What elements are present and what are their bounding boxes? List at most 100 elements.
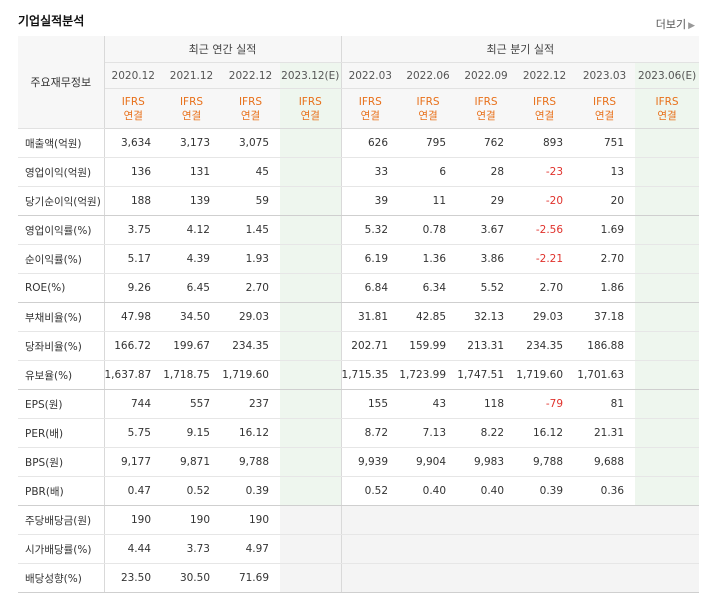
value-cell: [635, 505, 700, 535]
value-cell: 131: [162, 157, 221, 187]
value-cell: 139: [162, 186, 221, 216]
value-cell: [399, 505, 458, 535]
standard-label: IFRS 연결: [162, 88, 221, 129]
value-cell: [515, 563, 575, 593]
standard-bottom: 연결: [360, 109, 380, 122]
value-cell: 0.40: [399, 476, 458, 506]
value-cell: 190: [221, 505, 280, 535]
row-label: ROE(%): [18, 273, 105, 303]
value-cell: [574, 534, 636, 564]
value-cell: 0.52: [341, 476, 400, 506]
value-cell: 5.32: [341, 215, 400, 245]
value-cell: 47.98: [104, 302, 162, 332]
value-cell: 3.86: [457, 244, 516, 274]
value-cell: 5.17: [104, 244, 162, 274]
value-cell: [635, 418, 700, 448]
standard-bottom: 연결: [476, 109, 496, 122]
value-cell: 0.78: [399, 215, 458, 245]
value-cell: 31.81: [341, 302, 400, 332]
value-cell: [457, 534, 516, 564]
value-cell: 5.75: [104, 418, 162, 448]
value-cell: 1.86: [574, 273, 636, 303]
row-label: 영업이익률(%): [18, 215, 105, 245]
value-cell: 155: [341, 389, 400, 419]
value-cell: 21.31: [574, 418, 636, 448]
value-cell: [635, 476, 700, 506]
value-cell: 190: [162, 505, 221, 535]
value-cell: 32.13: [457, 302, 516, 332]
value-cell: [635, 186, 700, 216]
standard-label: IFRS 연결: [104, 88, 162, 129]
standard-top: IFRS: [238, 95, 263, 108]
row-label: 당좌비율(%): [18, 331, 105, 361]
value-cell: 29: [457, 186, 516, 216]
value-cell: -79: [515, 389, 575, 419]
standard-bottom: 연결: [657, 109, 677, 122]
table-row: 순이익률(%) 5.17 4.39 1.93 6.19 1.36 3.86 -2.21 2.70: [18, 244, 700, 274]
value-cell: [280, 447, 342, 477]
more-link[interactable]: 더보기 ▶: [656, 16, 695, 32]
value-cell: 118: [457, 389, 516, 419]
standard-label: IFRS 연결: [635, 88, 700, 129]
value-cell: [280, 273, 342, 303]
value-cell: 751: [574, 128, 636, 158]
value-cell: 0.36: [574, 476, 636, 506]
table-row: 부채비율(%) 47.98 34.50 29.03 31.81 42.85 32.13 29.…: [18, 302, 700, 332]
standard-top: IFRS: [474, 95, 498, 108]
standard-top: IFRS: [121, 95, 145, 108]
value-cell: -2.21: [515, 244, 575, 274]
value-cell: [635, 273, 700, 303]
value-cell: 23.50: [104, 563, 162, 593]
value-cell: [635, 302, 700, 332]
value-cell: 3,173: [162, 128, 221, 158]
value-cell: 3,634: [104, 128, 162, 158]
value-cell: -20: [515, 186, 575, 216]
standard-bottom: 연결: [418, 109, 438, 122]
value-cell: [280, 186, 342, 216]
quarterly-group-header: 최근 분기 실적: [341, 36, 700, 63]
value-cell: [280, 302, 342, 332]
value-cell: 71.69: [221, 563, 280, 593]
standard-label: IFRS 연결: [280, 88, 342, 129]
value-cell: 234.35: [221, 331, 280, 361]
value-cell: 1,747.51: [457, 360, 516, 390]
value-cell: [280, 505, 342, 535]
period-header: 2022.12: [221, 62, 280, 89]
value-cell: [635, 534, 700, 564]
value-cell: 166.72: [104, 331, 162, 361]
value-cell: [341, 505, 400, 535]
value-cell: 16.12: [221, 418, 280, 448]
value-cell: [635, 389, 700, 419]
value-cell: 8.72: [341, 418, 400, 448]
value-cell: 9,939: [341, 447, 400, 477]
value-cell: 5.52: [457, 273, 516, 303]
standard-bottom: 연결: [300, 109, 320, 122]
table-row: PBR(배) 0.47 0.52 0.39 0.52 0.40 0.40 0.39 0.36: [18, 476, 700, 506]
value-cell: 1.69: [574, 215, 636, 245]
standard-bottom: 연결: [240, 109, 261, 122]
more-label: 더보기: [655, 18, 687, 31]
period-header: 2022.06: [399, 62, 458, 89]
standard-bottom: 연결: [123, 109, 143, 122]
value-cell: 9,904: [399, 447, 458, 477]
row-label: 부채비율(%): [18, 302, 105, 332]
value-cell: [635, 360, 700, 390]
row-label: 주당배당금(원): [18, 505, 105, 535]
value-cell: [399, 563, 458, 593]
value-cell: 3.67: [457, 215, 516, 245]
value-cell: [574, 505, 636, 535]
value-cell: [280, 563, 342, 593]
row-label: EPS(원): [18, 389, 105, 419]
standard-bottom: 연결: [594, 109, 615, 122]
table-row: 주당배당금(원) 190 190 190: [18, 505, 700, 535]
row-label: BPS(원): [18, 447, 105, 477]
value-cell: 13: [574, 157, 636, 187]
section-title: 기업실적분석: [18, 14, 85, 28]
value-cell: 3,075: [221, 128, 280, 158]
value-cell: 0.47: [104, 476, 162, 506]
value-cell: 1,723.99: [399, 360, 458, 390]
table-row: 당기순이익(억원) 188 139 59 39 11 29 -20 20: [18, 186, 700, 216]
value-cell: 7.13: [399, 418, 458, 448]
period-header: 2023.12(E): [280, 62, 342, 89]
value-cell: [280, 389, 342, 419]
